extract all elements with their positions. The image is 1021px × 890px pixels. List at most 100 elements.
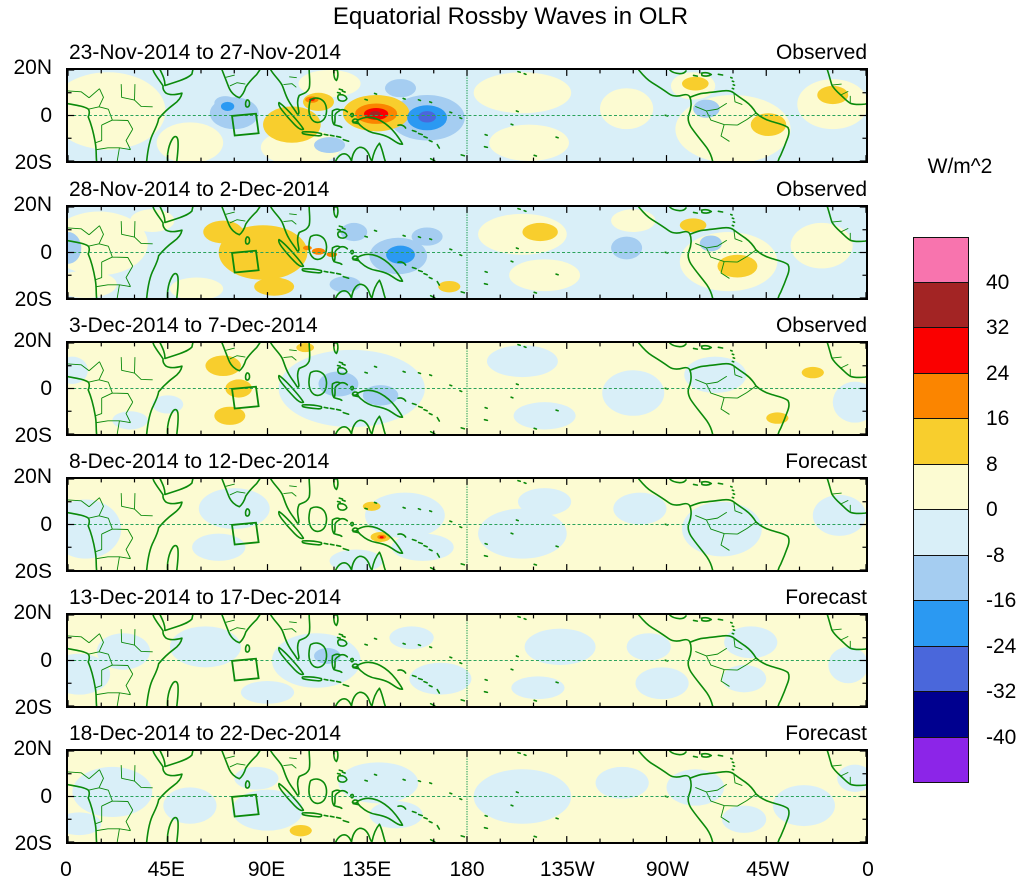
map-panel-5: 13-Dec-2014 to 17-Dec-2014 Forecast 20N 0… (0, 586, 1021, 719)
colorbar-swatch (913, 601, 969, 647)
map-canvas (68, 615, 866, 706)
x-tick-label: 90W (645, 858, 690, 881)
monitor-box (232, 523, 259, 545)
panel-date-range: 3-Dec-2014 to 7-Dec-2014 (69, 314, 318, 337)
panel-title-bar: 8-Dec-2014 to 12-Dec-2014 Forecast (66, 449, 868, 475)
monitor-box (232, 795, 259, 817)
country-borders (68, 484, 850, 570)
colorbar-swatch (913, 464, 969, 510)
figure-title: Equatorial Rossby Waves in OLR (332, 3, 689, 30)
map-canvas (68, 751, 866, 842)
colorbar-tick-label: 40 (986, 270, 1010, 294)
x-tick-label: 0 (60, 858, 72, 881)
panel-kind-label: Observed (775, 178, 867, 201)
panel-kind-label: Observed (775, 314, 867, 337)
x-tick-label: 90E (247, 858, 286, 881)
colorbar-swatch (913, 237, 969, 283)
colorbar-unit-label: W/m^2 (927, 155, 993, 178)
y-tick-label: 20N (13, 193, 52, 216)
country-borders (68, 75, 850, 161)
coastlines (68, 615, 866, 706)
map-frame (66, 205, 868, 300)
y-tick-label: 0 (40, 240, 52, 264)
y-axis-labels: 20N 0 20S (0, 56, 58, 174)
map-frame (66, 613, 868, 708)
map-panel-4: 8-Dec-2014 to 12-Dec-2014 Forecast 20N 0 2… (0, 450, 1021, 583)
map-panel-3: 3-Dec-2014 to 7-Dec-2014 Observed 20N 0 20… (0, 314, 1021, 447)
colorbar-tick-label: 16 (986, 407, 1010, 430)
y-tick-label: 0 (40, 512, 52, 536)
colorbar-tick-label: -40 (986, 725, 1017, 749)
y-tick-label: 0 (40, 784, 52, 808)
y-tick-label: 20N (13, 465, 52, 488)
x-tick-label: 45E (147, 858, 185, 881)
map-canvas (68, 343, 866, 434)
y-tick-label: 20N (13, 601, 52, 624)
x-tick-label: 0 (862, 858, 874, 881)
panel-date-range: 23-Nov-2014 to 27-Nov-2014 (69, 41, 341, 64)
colorbar-tick-label: 0 (986, 498, 998, 521)
colorbar-tick-label: -32 (986, 680, 1017, 703)
colorbar-tick-label: 24 (986, 361, 1010, 385)
y-tick-label: 0 (40, 648, 52, 672)
panel-title-bar: 23-Nov-2014 to 27-Nov-2014 Observed (66, 40, 868, 66)
colorbar-swatch (913, 282, 969, 328)
tick-marks (68, 207, 866, 298)
panel-kind-label: Forecast (785, 722, 867, 745)
panel-title-bar: 18-Dec-2014 to 22-Dec-2014 Forecast (66, 721, 868, 747)
colorbar-swatch (913, 555, 969, 601)
x-axis-labels: 0 45E 90E 135E 180 135W 90W 45W 0 (0, 858, 1021, 884)
colorbar-swatch (913, 510, 969, 556)
map-panel-2: 28-Nov-2014 to 2-Dec-2014 Observed 20N 0 2… (0, 178, 1021, 311)
panel-title-bar: 28-Nov-2014 to 2-Dec-2014 Observed (66, 177, 868, 203)
map-canvas (68, 207, 866, 298)
coastlines (68, 479, 866, 570)
coastlines (68, 343, 866, 434)
panel-kind-label: Forecast (785, 450, 867, 473)
country-borders (68, 620, 850, 706)
colorbar-tick-label: 8 (986, 452, 998, 476)
y-tick-label: 20S (14, 832, 52, 855)
x-tick-label: 135W (539, 858, 595, 881)
panel-date-range: 28-Nov-2014 to 2-Dec-2014 (69, 178, 330, 201)
country-borders (68, 212, 850, 298)
country-borders (68, 756, 850, 842)
monitor-box (232, 659, 259, 681)
colorbar-tick-label: -8 (986, 543, 1005, 567)
y-tick-label: 20S (14, 696, 52, 719)
y-tick-label: 20S (14, 424, 52, 447)
map-frame (66, 749, 868, 844)
colorbar-tick-label: -16 (986, 589, 1017, 612)
tick-marks (68, 70, 866, 161)
colorbar-swatch (913, 737, 969, 783)
map-frame (66, 68, 868, 163)
monitor-box (232, 387, 259, 409)
map-frame (66, 341, 868, 436)
anomaly-fills (68, 488, 866, 570)
y-axis-labels: 20N 0 20S (0, 601, 58, 719)
tick-marks (68, 479, 866, 570)
x-tick-label: 180 (449, 858, 485, 881)
monitor-box (232, 251, 259, 273)
colorbar-swatch (913, 419, 969, 465)
map-canvas (68, 70, 866, 161)
map-panel-1: 23-Nov-2014 to 27-Nov-2014 Observed 20N 0… (0, 41, 1021, 174)
tick-marks (68, 343, 866, 434)
y-tick-label: 20S (14, 560, 52, 583)
y-tick-label: 20N (13, 56, 52, 79)
colorbar (913, 237, 969, 783)
tick-marks (68, 751, 866, 842)
y-tick-label: 20S (14, 288, 52, 311)
colorbar-swatch (913, 328, 969, 374)
x-tick-label: 45W (746, 858, 790, 881)
colorbar-tick-label: -24 (986, 634, 1017, 658)
y-tick-label: 0 (40, 103, 52, 127)
y-axis-labels: 20N 0 20S (0, 737, 58, 855)
panel-date-range: 8-Dec-2014 to 12-Dec-2014 (69, 450, 330, 473)
coastlines (68, 207, 866, 298)
panel-title-bar: 13-Dec-2014 to 17-Dec-2014 Forecast (66, 585, 868, 611)
monitor-box (232, 114, 259, 136)
y-tick-label: 0 (40, 376, 52, 400)
y-tick-label: 20S (14, 151, 52, 174)
